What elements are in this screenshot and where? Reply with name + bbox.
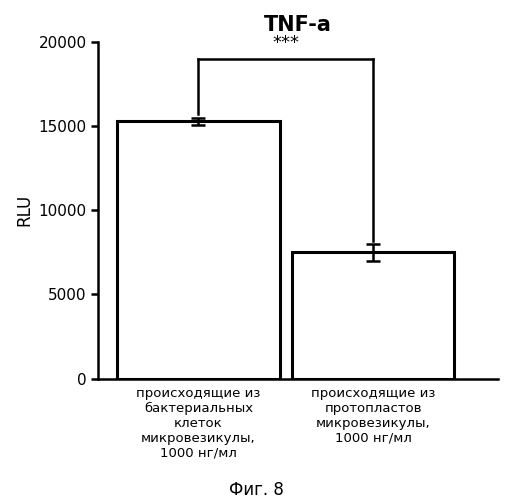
Text: ***: *** bbox=[272, 34, 299, 52]
Bar bbox=[117, 121, 280, 378]
Title: TNF-a: TNF-a bbox=[264, 15, 332, 35]
Bar bbox=[292, 252, 455, 378]
Text: Фиг. 8: Фиг. 8 bbox=[229, 481, 284, 499]
Y-axis label: RLU: RLU bbox=[15, 194, 33, 226]
